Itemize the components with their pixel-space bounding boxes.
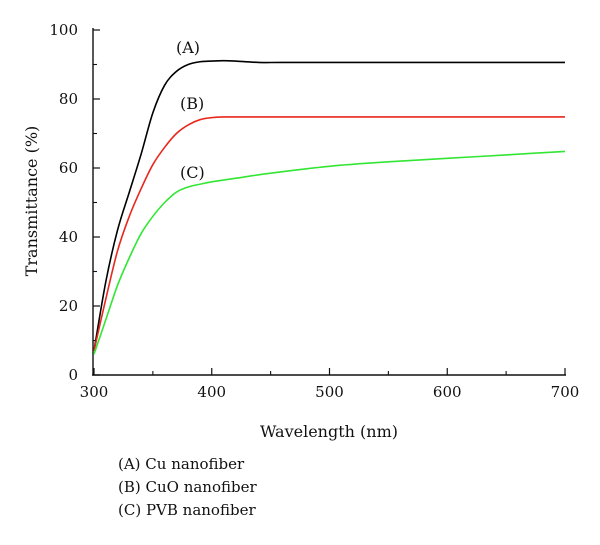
x-tick-label: 500 bbox=[315, 383, 344, 401]
curve-label-cu: (A) bbox=[176, 38, 200, 57]
y-tick-label: 40 bbox=[59, 228, 78, 246]
transmittance-chart: 0 20 40 60 80 100 300 400 500 600 700 (A) (B) (C) W… bbox=[22, 21, 580, 441]
legend-item-pvb: (C) PVB nanofiber bbox=[118, 501, 256, 519]
plot-background bbox=[93, 28, 565, 374]
y-tick-label: 100 bbox=[49, 21, 78, 39]
x-tick-label: 600 bbox=[433, 383, 462, 401]
y-tick-label: 60 bbox=[59, 159, 78, 177]
x-tick-group: 300 400 500 600 700 bbox=[80, 368, 580, 401]
y-tick-group: 0 20 40 60 80 100 bbox=[49, 21, 100, 384]
x-axis-title: Wavelength (nm) bbox=[260, 422, 398, 441]
y-tick-label: 80 bbox=[59, 90, 78, 108]
x-tick-label: 700 bbox=[551, 383, 580, 401]
legend-item-cu: (A) Cu nanofiber bbox=[118, 455, 245, 473]
series-line-cu bbox=[93, 59, 565, 351]
curve-label-pvb: (C) bbox=[180, 163, 205, 182]
y-tick-label: 20 bbox=[59, 297, 78, 315]
x-tick-label: 400 bbox=[197, 383, 226, 401]
legend-item-cuo: (B) CuO nanofiber bbox=[118, 478, 257, 496]
legend: (A) Cu nanofiber (B) CuO nanofiber (C) P… bbox=[118, 453, 257, 522]
x-tick-label: 300 bbox=[80, 383, 109, 401]
series-line-pvb bbox=[93, 150, 566, 355]
curve-label-cuo: (B) bbox=[180, 94, 204, 113]
series-group bbox=[93, 59, 566, 355]
series-line-cuo bbox=[93, 116, 565, 352]
y-tick-label: 0 bbox=[68, 366, 78, 384]
y-axis-title: Transmittance (%) bbox=[22, 126, 41, 277]
curve-label-group: (A) (B) (C) bbox=[176, 38, 205, 182]
